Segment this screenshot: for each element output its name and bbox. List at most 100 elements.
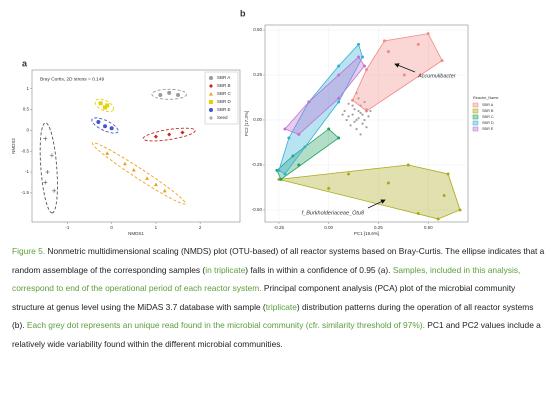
point (291, 154, 295, 158)
caption-segment: Nonmetric multidimensional scaling (NMDS… (12, 246, 545, 275)
read-dot (353, 108, 356, 111)
point (458, 208, 462, 212)
panel-label: b (240, 8, 246, 18)
point (440, 59, 444, 63)
read-dot (343, 109, 346, 113)
y-tick-label: 0.25 (253, 72, 262, 77)
point (283, 127, 287, 131)
point (337, 96, 341, 100)
annotation: Accumulibacter (417, 73, 457, 79)
point (357, 42, 361, 46)
hull (276, 128, 340, 180)
point (337, 64, 341, 68)
ellipse (39, 122, 58, 214)
caption-segment: Figure 5. (12, 246, 46, 256)
read-dot (367, 115, 370, 118)
legend-label: SBR A (217, 75, 230, 80)
y-tick-label: -1 (25, 169, 29, 174)
read-dot (355, 118, 358, 122)
x-tick-label: -0.25 (274, 225, 285, 230)
legend-label: SBR C (482, 115, 494, 119)
point (416, 212, 420, 215)
plot-frame (264, 24, 469, 223)
read-dot (347, 102, 350, 105)
legend-box (204, 71, 239, 125)
legend-swatch (472, 114, 479, 120)
caption-segment: in triplicate (205, 264, 246, 275)
caption-segment: ) distribution patterns during the opera… (12, 301, 534, 331)
legend-label: SBR B (482, 109, 494, 113)
ellipse (91, 142, 186, 205)
caption: Figure 5. Nonmetric multidimensional sca… (12, 242, 548, 354)
point (327, 186, 331, 190)
legend-marker (209, 92, 213, 96)
read-dot (357, 109, 360, 113)
ellipse (91, 117, 119, 134)
point (131, 167, 136, 172)
caption-segment: Principal component analysis (PCA) plot … (12, 283, 516, 312)
point (365, 109, 369, 113)
read-dot (361, 122, 364, 125)
read-dot (353, 120, 356, 123)
point (442, 194, 446, 197)
plot-title: Bray Curtis, 2D stress = 0.149 (40, 76, 104, 82)
annotation: f_Burkholderiaceae_Otu8 (302, 210, 365, 216)
point (406, 163, 410, 167)
legend-label: Seed (217, 115, 228, 120)
point (436, 217, 440, 221)
legend-marker (209, 108, 213, 112)
caption-segment: PC1 and PC2 values include a relatively … (12, 320, 541, 349)
point (153, 134, 158, 139)
point (279, 177, 283, 181)
y-tick-label: 0.50 (253, 27, 262, 32)
point (167, 132, 172, 137)
y-tick-label: 0 (26, 128, 29, 133)
point (402, 73, 406, 77)
legend-label: SBR B (217, 83, 231, 88)
x-tick-label: 0.00 (324, 225, 333, 230)
point (337, 100, 341, 104)
point (43, 180, 48, 185)
x-axis-label: PC1 [19.6%] (354, 231, 379, 236)
caption-segment: Samples, included in this analysis, corr… (12, 264, 521, 294)
annotation-arrow (367, 199, 386, 209)
read-dot (365, 126, 368, 129)
caption-segment: ) falls in within a confidence of 0.95 (… (245, 264, 393, 275)
point (347, 172, 351, 176)
point (122, 161, 127, 166)
point (297, 163, 301, 167)
point (426, 32, 430, 36)
point (167, 90, 172, 95)
point (287, 136, 291, 140)
legend-marker (209, 76, 213, 80)
point (180, 130, 185, 135)
read-dot (359, 111, 362, 114)
read-dot (363, 118, 366, 122)
point (103, 124, 108, 129)
ellipse (151, 88, 187, 100)
y-tick-label: 0.00 (253, 117, 262, 122)
point (277, 168, 281, 172)
point (52, 188, 57, 193)
y-tick-label: -0.50 (252, 207, 263, 212)
ellipse (94, 98, 114, 113)
point (307, 100, 311, 104)
point (386, 181, 390, 185)
legend-title: Reactor_Name (473, 96, 499, 100)
point (145, 176, 150, 180)
legend-label: SBR E (217, 107, 231, 112)
y-tick-label: -0.25 (252, 162, 263, 167)
read-dot (363, 100, 366, 104)
point (109, 126, 114, 131)
point (105, 103, 110, 108)
read-dot (349, 124, 352, 127)
point (337, 136, 341, 140)
ellipse (142, 127, 196, 142)
legend-label: SBR D (482, 121, 494, 125)
x-tick-label: -1 (65, 225, 69, 230)
panel-label: a (22, 58, 28, 68)
point (357, 55, 361, 59)
x-tick-label: 0.50 (424, 225, 433, 230)
